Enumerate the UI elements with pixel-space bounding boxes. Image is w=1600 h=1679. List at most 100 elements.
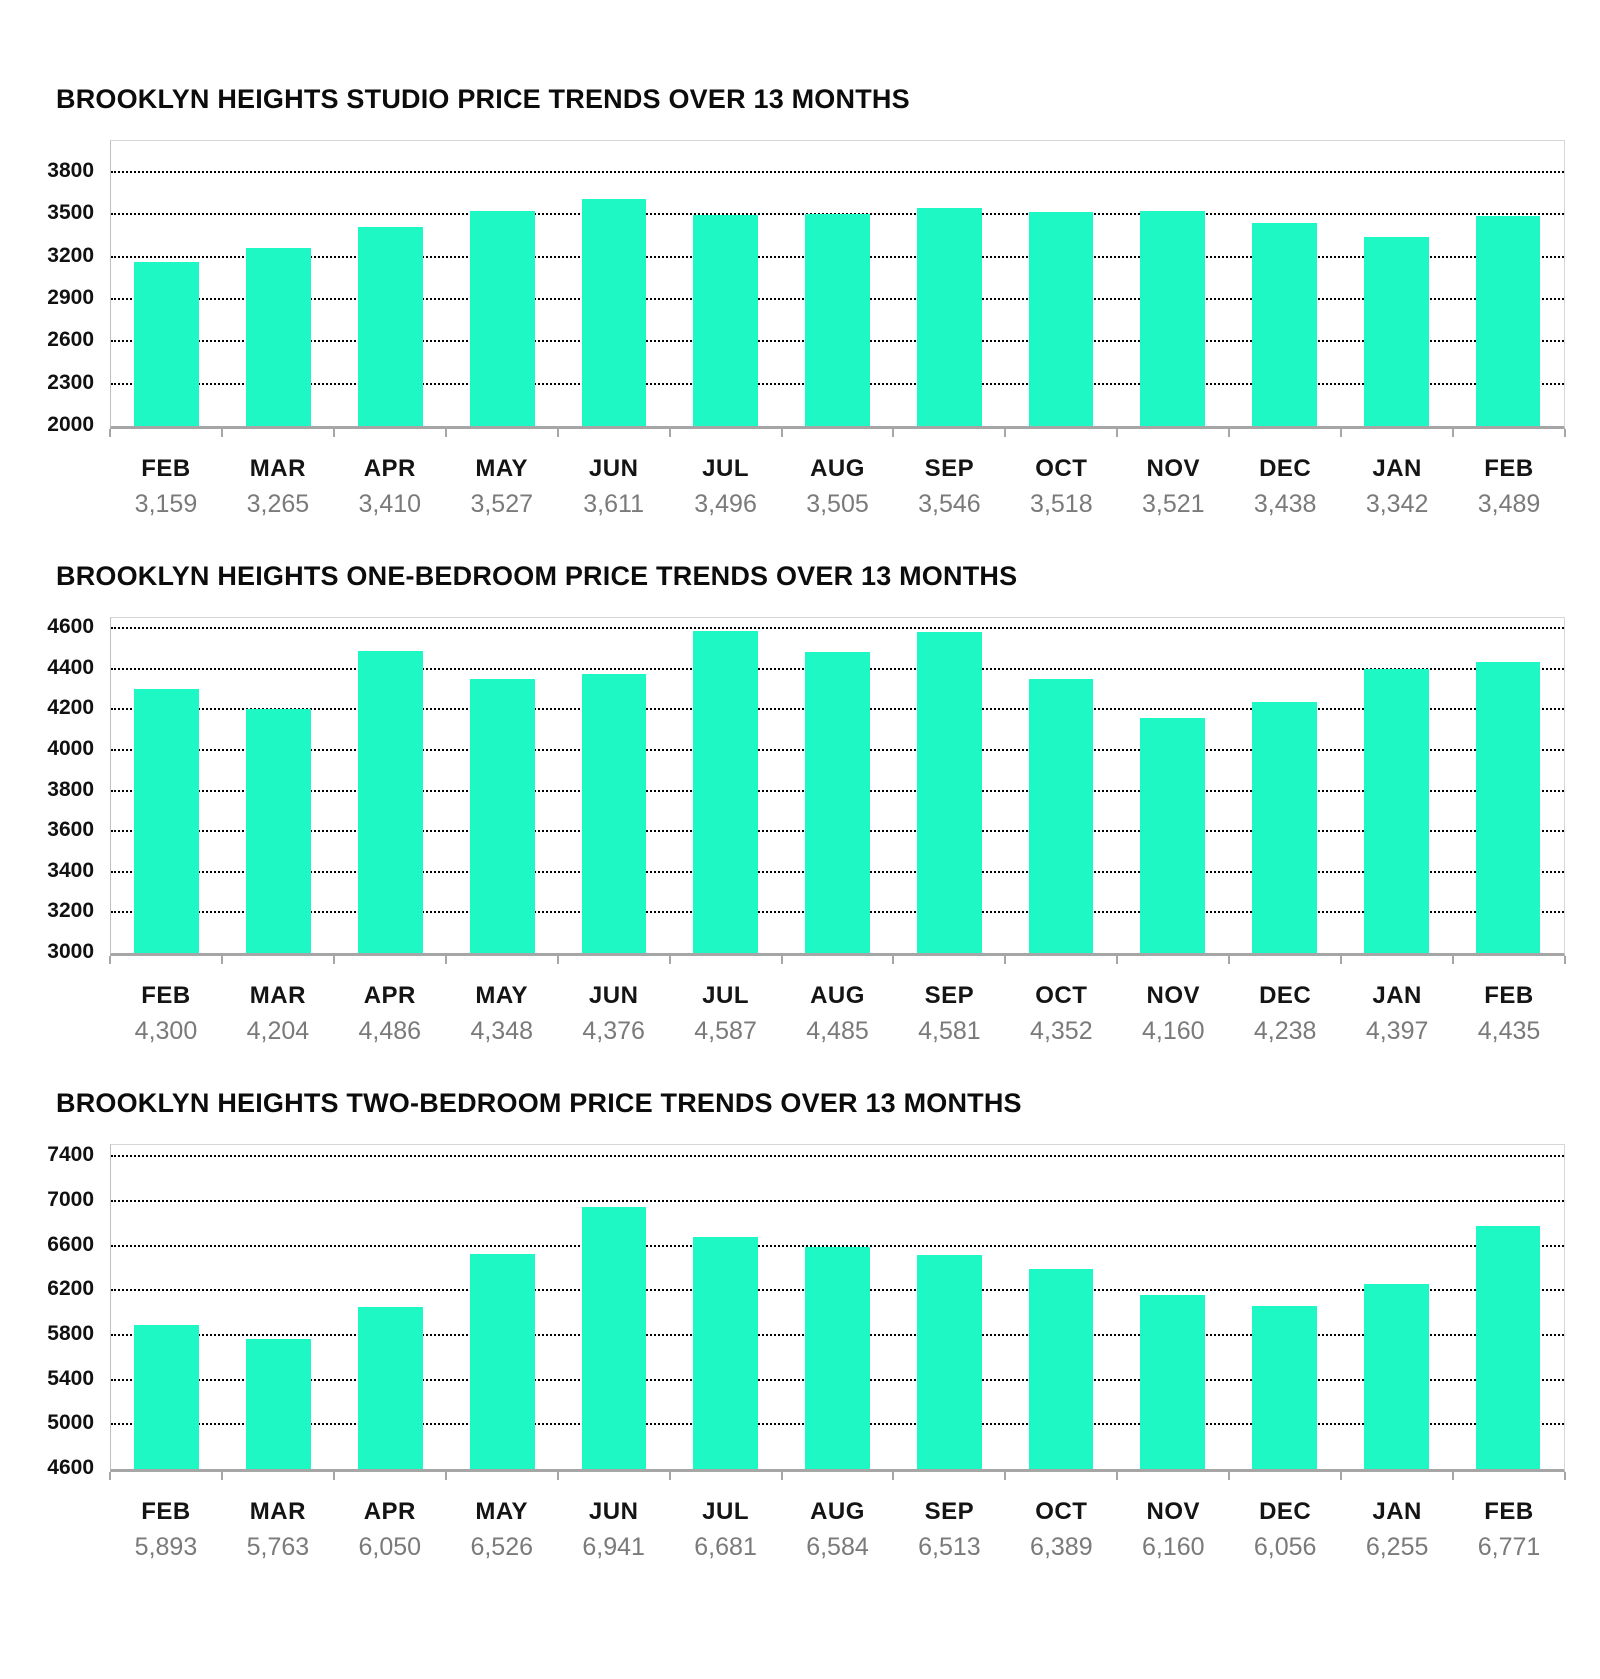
bar-slot	[223, 618, 335, 953]
bar	[134, 262, 200, 426]
axis-tick	[444, 429, 447, 437]
x-tick-label: OCT	[1035, 1498, 1088, 1525]
bar	[1363, 669, 1429, 953]
axis-tick	[668, 429, 671, 437]
x-axis-cell: MAY 6,526	[446, 1498, 558, 1562]
axis-tick	[1452, 956, 1455, 964]
bar	[581, 673, 647, 953]
axis-tick	[332, 956, 335, 964]
x-axis-cell: FEB 3,489	[1453, 455, 1565, 519]
bar-slot	[111, 1145, 223, 1469]
plot-area	[110, 140, 1565, 429]
bar	[805, 1247, 870, 1469]
x-tick-label: SEP	[924, 455, 975, 482]
bar-slot	[223, 141, 335, 426]
x-tick-label: JUN	[588, 1498, 639, 1525]
value-label: 6,771	[1477, 1533, 1541, 1561]
value-label: 6,160	[1141, 1533, 1205, 1561]
x-axis-ticks	[109, 429, 1566, 438]
bar-slot	[223, 1145, 335, 1469]
x-axis-cell: FEB 5,893	[110, 1498, 222, 1562]
axis-tick	[892, 956, 895, 964]
bar	[1140, 717, 1206, 953]
bar	[1252, 223, 1317, 426]
bar	[1363, 236, 1429, 426]
plot-area	[110, 1144, 1565, 1472]
y-tick-label: 4600	[47, 1456, 94, 1479]
x-tick-label: MAR	[249, 455, 306, 482]
axis-tick	[109, 956, 111, 964]
value-label: 3,265	[246, 490, 310, 518]
value-label: 6,941	[582, 1533, 645, 1561]
bar-slot	[1452, 1145, 1564, 1469]
chart-title: BROOKLYN HEIGHTS TWO-BEDROOM PRICE TREND…	[56, 1088, 1022, 1118]
x-axis-cell: APR 3,410	[334, 455, 446, 519]
x-tick-label: MAR	[249, 982, 306, 1009]
bar-slot	[1452, 141, 1564, 426]
bar-slot	[558, 1145, 670, 1469]
y-tick-label: 4200	[47, 696, 94, 720]
x-tick-label: FEB	[141, 455, 191, 482]
bar-slot	[1340, 618, 1452, 953]
axis-tick	[1564, 1472, 1566, 1480]
axis-tick	[109, 429, 111, 437]
grid-line	[111, 1155, 1564, 1158]
y-axis: 3800 3500 3200 2900 2600 2300 2000	[0, 140, 110, 436]
bar	[1363, 1284, 1429, 1469]
bar-slot	[446, 618, 558, 953]
bar	[1475, 1226, 1541, 1469]
axis-tick	[1340, 956, 1343, 964]
x-tick-label: FEB	[1484, 1498, 1534, 1525]
bar-slot	[1340, 141, 1452, 426]
bar	[358, 1307, 423, 1469]
bar-slot	[782, 1145, 894, 1469]
bar-series	[111, 1145, 1564, 1469]
value-label: 3,410	[358, 490, 422, 518]
bar	[916, 632, 982, 953]
y-tick-label: 4000	[47, 736, 94, 760]
value-label: 3,159	[134, 490, 198, 518]
bar-slot	[335, 618, 447, 953]
y-tick-label: 3800	[47, 777, 94, 801]
value-label: 3,496	[694, 490, 757, 518]
axis-tick	[1004, 429, 1007, 437]
bar-slot	[558, 141, 670, 426]
value-label: 4,204	[246, 1017, 310, 1045]
axis-tick	[668, 1472, 671, 1480]
grid-line	[111, 1244, 1564, 1247]
value-label: 3,342	[1365, 490, 1429, 518]
value-label: 6,526	[470, 1533, 533, 1561]
value-label: 4,160	[1141, 1017, 1205, 1045]
axis-tick	[1452, 429, 1455, 437]
axis-tick	[332, 429, 335, 437]
value-label: 5,763	[246, 1533, 310, 1561]
x-tick-label: MAR	[249, 1498, 306, 1525]
x-tick-label: FEB	[1484, 982, 1534, 1009]
y-tick-label: 3600	[47, 818, 94, 842]
y-tick-label: 6200	[47, 1277, 94, 1301]
x-tick-label: MAY	[475, 455, 529, 482]
x-tick-label: AUG	[810, 455, 865, 482]
x-axis-cell: JUN 6,941	[558, 1498, 670, 1562]
bar-slot	[1117, 1145, 1229, 1469]
x-tick-label: OCT	[1035, 455, 1088, 482]
y-tick-label: 2900	[47, 286, 94, 310]
x-tick-label: MAY	[475, 982, 529, 1009]
bar	[1475, 215, 1541, 426]
value-label: 6,389	[1030, 1533, 1093, 1561]
x-axis-cell: OCT 4,352	[1005, 982, 1117, 1046]
value-label: 4,348	[470, 1017, 533, 1045]
bar-slot	[1340, 1145, 1452, 1469]
bar-slot	[670, 141, 782, 426]
axis-tick	[1452, 1472, 1455, 1480]
x-tick-label: SEP	[924, 1498, 975, 1525]
bar	[1252, 701, 1317, 953]
x-axis: FEB 3,159 MAR 3,265 APR 3,410 MAY 3,527 JUN 3,611…	[110, 455, 1565, 519]
bar-slot	[446, 141, 558, 426]
x-axis-cell: JAN 4,397	[1341, 982, 1453, 1046]
x-axis-cell: AUG 3,505	[782, 455, 894, 519]
x-tick-label: JAN	[1372, 982, 1422, 1009]
x-axis-cell: DEC 6,056	[1229, 1498, 1341, 1562]
y-tick-label: 2000	[47, 413, 94, 436]
x-tick-label: JUN	[588, 982, 639, 1009]
